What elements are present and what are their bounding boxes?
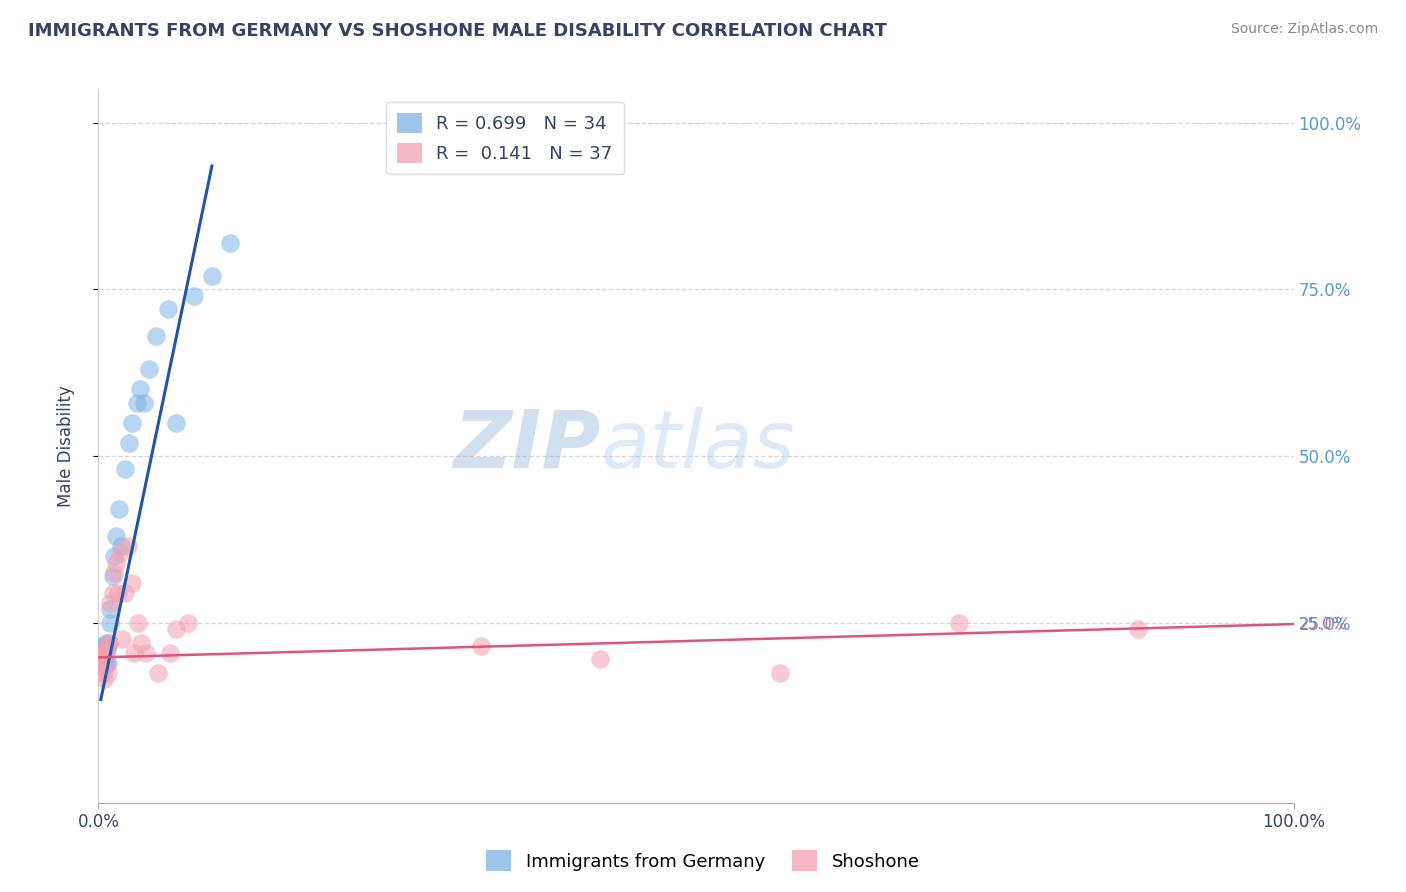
Point — [107, 585, 129, 599]
Y-axis label: Male Disability: Male Disability — [56, 385, 75, 507]
Point — [201, 268, 224, 283]
Point — [118, 435, 141, 450]
Point — [98, 596, 122, 610]
Point — [90, 656, 112, 670]
Point — [98, 636, 121, 650]
Point — [93, 673, 115, 687]
Point — [110, 539, 132, 553]
Point — [111, 632, 134, 647]
Point — [91, 639, 114, 653]
Point — [124, 646, 146, 660]
Point — [156, 302, 179, 317]
Point — [177, 615, 200, 630]
Point — [89, 652, 111, 666]
Point — [125, 395, 148, 409]
Point — [94, 636, 117, 650]
Point — [1128, 623, 1150, 637]
Point — [105, 556, 128, 570]
Legend: R = 0.699   N = 34, R =  0.141   N = 37: R = 0.699 N = 34, R = 0.141 N = 37 — [385, 102, 624, 174]
Point — [90, 642, 112, 657]
Point — [159, 646, 181, 660]
Point — [91, 656, 114, 670]
Point — [131, 636, 153, 650]
Point — [93, 646, 115, 660]
Point — [470, 639, 492, 653]
Point — [107, 502, 129, 516]
Point — [589, 652, 612, 666]
Point — [90, 649, 112, 664]
Point — [948, 615, 970, 630]
Point — [89, 659, 111, 673]
Point — [96, 639, 118, 653]
Point — [145, 329, 167, 343]
Point — [93, 659, 115, 673]
Point — [97, 656, 120, 670]
Point — [183, 289, 205, 303]
Point — [91, 665, 114, 680]
Point — [219, 235, 242, 250]
Point — [91, 649, 114, 664]
Point — [90, 659, 112, 673]
Point — [117, 539, 139, 553]
Point — [91, 656, 114, 670]
Point — [94, 646, 117, 660]
Point — [101, 585, 124, 599]
Point — [165, 623, 187, 637]
Point — [108, 546, 131, 560]
Point — [105, 529, 128, 543]
Point — [121, 575, 143, 590]
Point — [768, 665, 790, 680]
Point — [93, 652, 115, 666]
Point — [148, 665, 170, 680]
Point — [121, 416, 143, 430]
Point — [101, 569, 124, 583]
Text: Source: ZipAtlas.com: Source: ZipAtlas.com — [1230, 22, 1378, 37]
Point — [98, 602, 122, 616]
Text: ZIP: ZIP — [453, 407, 600, 485]
Text: 25.0%: 25.0% — [1299, 616, 1347, 632]
Point — [114, 462, 136, 476]
Point — [91, 659, 114, 673]
Point — [103, 549, 125, 563]
Point — [98, 636, 121, 650]
Point — [103, 566, 125, 580]
Point — [91, 659, 114, 673]
Point — [91, 652, 114, 666]
Point — [96, 642, 118, 657]
Point — [94, 656, 117, 670]
Point — [138, 362, 160, 376]
Point — [114, 585, 136, 599]
Text: IMMIGRANTS FROM GERMANY VS SHOSHONE MALE DISABILITY CORRELATION CHART: IMMIGRANTS FROM GERMANY VS SHOSHONE MALE… — [28, 22, 887, 40]
Point — [135, 646, 157, 660]
Legend: Immigrants from Germany, Shoshone: Immigrants from Germany, Shoshone — [479, 843, 927, 879]
Point — [127, 615, 149, 630]
Point — [129, 382, 152, 396]
Point — [89, 652, 111, 666]
Text: atlas: atlas — [600, 407, 796, 485]
Point — [97, 665, 120, 680]
Point — [132, 395, 155, 409]
Point — [165, 416, 187, 430]
Point — [98, 615, 122, 630]
